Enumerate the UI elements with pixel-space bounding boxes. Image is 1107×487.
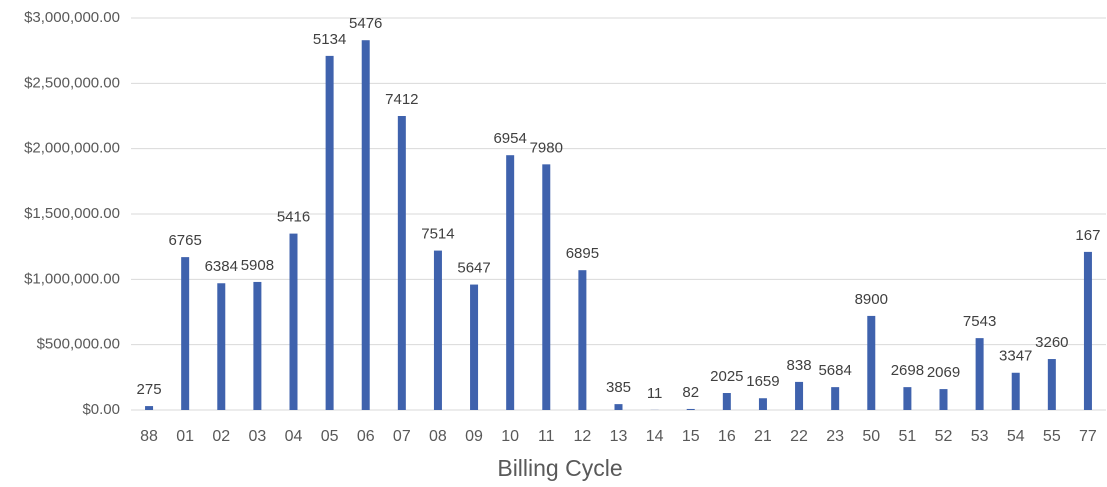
data-label: 5908 [241, 257, 274, 274]
bar [686, 408, 695, 410]
y-tick-label: $2,500,000.00 [24, 74, 120, 91]
x-tick-label: 08 [429, 428, 447, 445]
x-tick-label: 15 [682, 428, 700, 445]
bar [506, 155, 515, 410]
data-label: 385 [606, 379, 631, 396]
data-label: 275 [137, 381, 162, 398]
x-tick-label: 55 [1043, 428, 1061, 445]
x-tick-label: 01 [176, 428, 194, 445]
data-label: 3260 [1035, 334, 1068, 351]
x-tick-label: 13 [610, 428, 628, 445]
x-tick-label: 03 [248, 428, 266, 445]
bar [722, 393, 731, 410]
data-label: 11 [647, 385, 663, 402]
x-tick-label: 02 [212, 428, 230, 445]
x-tick-label: 23 [826, 428, 844, 445]
x-tick-label: 07 [393, 428, 411, 445]
x-tick-label: 04 [285, 428, 303, 445]
y-tick-label: $1,500,000.00 [24, 205, 120, 222]
data-label: 5647 [457, 260, 490, 277]
bar [1011, 372, 1020, 410]
y-tick-label: $3,000,000.00 [24, 9, 120, 26]
x-tick-label: 05 [321, 428, 339, 445]
x-tick-label: 10 [501, 428, 519, 445]
data-label: 7543 [963, 313, 996, 330]
data-label: 167 [1075, 227, 1100, 244]
y-tick-label: $0.00 [82, 401, 120, 418]
y-tick-label: $2,000,000.00 [24, 140, 120, 157]
bar [975, 338, 984, 410]
data-label: 2025 [710, 368, 743, 385]
bar [542, 164, 551, 410]
bar [578, 270, 587, 410]
data-label: 6954 [493, 130, 526, 147]
data-label: 6765 [168, 232, 201, 249]
data-label: 6384 [205, 258, 238, 275]
data-label: 5476 [349, 15, 382, 32]
bar [758, 398, 767, 410]
bar [289, 233, 298, 410]
bar [217, 283, 226, 410]
data-label: 5134 [313, 31, 346, 48]
data-label: 7412 [385, 91, 418, 108]
bar [361, 40, 370, 411]
data-label: 838 [787, 357, 812, 374]
data-label: 2069 [927, 364, 960, 381]
x-tick-label: 12 [573, 428, 591, 445]
data-label: 7980 [530, 139, 563, 156]
x-axis-title: Billing Cycle [497, 455, 622, 481]
data-label: 6895 [566, 245, 599, 262]
data-label: 3347 [999, 348, 1032, 365]
bar [867, 315, 876, 410]
x-tick-label: 51 [898, 428, 916, 445]
bar [253, 281, 262, 410]
bar [795, 381, 804, 410]
bar [1083, 251, 1092, 410]
data-label: 5416 [277, 209, 310, 226]
data-label: 5684 [818, 362, 851, 379]
x-tick-label: 14 [646, 428, 664, 445]
bar [181, 257, 190, 410]
data-label: 1659 [746, 373, 779, 390]
data-label: 82 [682, 384, 699, 401]
data-label: 8900 [855, 291, 888, 308]
x-tick-label: 16 [718, 428, 736, 445]
data-label: 7514 [421, 226, 454, 243]
bar [145, 406, 154, 410]
x-tick-label: 52 [935, 428, 953, 445]
bar [939, 389, 948, 410]
y-tick-label: $500,000.00 [37, 336, 120, 353]
x-tick-label: 53 [971, 428, 989, 445]
x-tick-label: 11 [538, 428, 555, 445]
bar [433, 250, 442, 410]
bar [325, 55, 334, 410]
x-tick-label: 54 [1007, 428, 1025, 445]
y-tick-label: $1,000,000.00 [24, 270, 120, 287]
x-tick-label: 06 [357, 428, 375, 445]
bar [903, 387, 912, 410]
x-tick-label: 09 [465, 428, 483, 445]
x-tick-label: 50 [862, 428, 880, 445]
bar [614, 404, 623, 410]
bar [470, 284, 479, 410]
x-tick-label: 77 [1079, 428, 1097, 445]
x-tick-label: 22 [790, 428, 808, 445]
x-tick-label: 88 [140, 428, 158, 445]
bar [397, 116, 406, 410]
x-tick-label: 21 [754, 428, 772, 445]
bar [831, 387, 840, 410]
data-label: 2698 [891, 362, 924, 379]
bar [1047, 359, 1056, 410]
